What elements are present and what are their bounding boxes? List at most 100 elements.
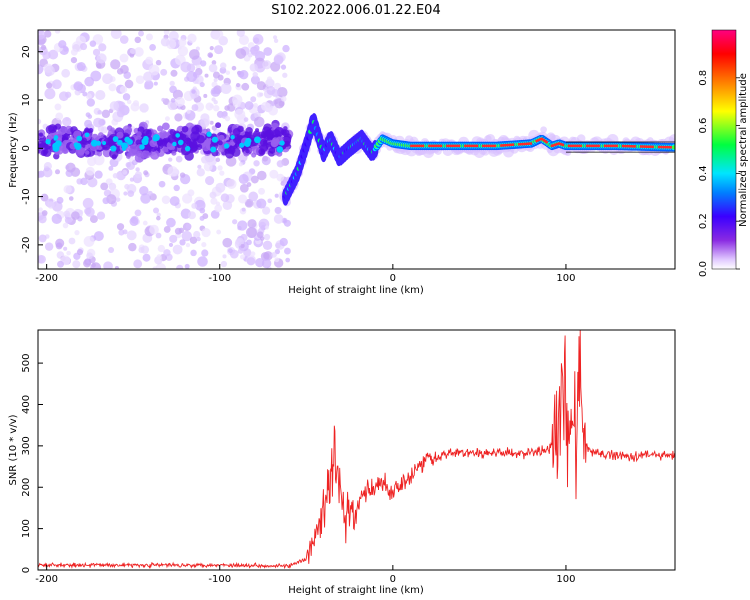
noise-blob bbox=[235, 83, 241, 88]
noise-blob bbox=[86, 98, 96, 107]
noise-blob bbox=[155, 263, 166, 269]
signal-blob bbox=[96, 151, 103, 157]
noise-blob bbox=[125, 162, 131, 168]
signal-blob bbox=[232, 134, 243, 144]
noise-blob bbox=[237, 248, 244, 254]
noise-blob bbox=[282, 44, 290, 53]
noise-blob bbox=[262, 206, 271, 215]
colorbar-gradient bbox=[712, 30, 736, 269]
colorbar-frame bbox=[711, 29, 737, 270]
signal-blob bbox=[258, 148, 265, 155]
noise-blob bbox=[262, 155, 269, 162]
noise-blob bbox=[250, 251, 256, 257]
noise-blob bbox=[80, 177, 88, 186]
noise-blob bbox=[48, 49, 59, 60]
signal-blob bbox=[283, 135, 292, 144]
noise-blob bbox=[90, 70, 102, 82]
colorbar-ticks: 0.0 0.2 0.4 0.6 0.8 bbox=[698, 70, 740, 277]
noise-blob bbox=[84, 76, 95, 87]
noise-blob bbox=[244, 101, 254, 110]
noise-blob bbox=[168, 157, 173, 162]
noise-blob bbox=[262, 60, 272, 70]
noise-blob bbox=[124, 183, 130, 190]
noise-blob bbox=[191, 89, 196, 94]
noise-blob bbox=[163, 249, 171, 257]
noise-blob bbox=[58, 40, 67, 49]
signal-blob bbox=[184, 151, 194, 161]
noise-blob bbox=[119, 53, 129, 63]
noise-blob bbox=[238, 162, 243, 167]
noise-blob bbox=[179, 172, 186, 178]
signal-blob bbox=[43, 149, 49, 154]
noise-blob bbox=[197, 164, 202, 169]
noise-blob bbox=[135, 167, 140, 172]
noise-blob bbox=[263, 233, 271, 241]
signal-hot-blob bbox=[112, 136, 119, 142]
signal-hot-blob bbox=[244, 140, 251, 147]
noise-blob bbox=[209, 46, 214, 51]
noise-blob bbox=[240, 254, 246, 260]
noise-blob bbox=[54, 169, 61, 175]
noise-blob bbox=[94, 170, 103, 179]
noise-blob bbox=[145, 56, 154, 65]
snr-panel: -200 -100 0 100 0 100 200 300 400 500 Height of … bbox=[8, 329, 676, 596]
signal-blob bbox=[88, 127, 94, 133]
noise-blob bbox=[201, 249, 209, 257]
noise-blob bbox=[253, 160, 260, 167]
noise-blob bbox=[274, 82, 281, 90]
noise-blob bbox=[175, 155, 183, 163]
snr-marks bbox=[38, 330, 675, 570]
signal-blob bbox=[271, 129, 281, 139]
signal-blob bbox=[97, 132, 104, 139]
signal-hot-blob bbox=[172, 141, 177, 147]
frequency-trace bbox=[410, 137, 675, 149]
noise-blob bbox=[211, 97, 216, 102]
signal-blob bbox=[38, 132, 44, 137]
noise-blob bbox=[274, 206, 282, 215]
y-tick-label: 200 bbox=[21, 478, 32, 497]
noise-blob bbox=[56, 196, 64, 204]
y-tick-label: -10 bbox=[21, 188, 32, 204]
signal-blob bbox=[252, 130, 261, 138]
noise-blob bbox=[103, 261, 113, 269]
noise-blob bbox=[200, 118, 210, 128]
signal-blob bbox=[48, 124, 57, 133]
noise-blob bbox=[276, 87, 288, 98]
noise-blob bbox=[266, 76, 273, 82]
noise-blob bbox=[239, 183, 249, 193]
colorbar-tick-label: 0.6 bbox=[698, 118, 709, 134]
noise-blob bbox=[187, 33, 197, 44]
ridge-halo bbox=[576, 134, 586, 143]
noise-blob bbox=[237, 70, 245, 78]
noise-blob bbox=[149, 224, 159, 235]
noise-blob bbox=[201, 228, 211, 238]
noise-blob bbox=[54, 30, 61, 34]
signal-blob bbox=[128, 144, 138, 154]
signal-blob bbox=[171, 150, 177, 156]
noise-blob bbox=[142, 253, 151, 262]
noise-blob bbox=[93, 154, 105, 166]
signal-blob bbox=[135, 139, 142, 146]
noise-blob bbox=[264, 225, 270, 230]
y-tick-label: 400 bbox=[21, 395, 32, 414]
noise-blob bbox=[203, 93, 208, 98]
noise-blob bbox=[66, 250, 71, 256]
ridge-core bbox=[670, 145, 675, 150]
noise-blob bbox=[93, 117, 103, 128]
noise-blob bbox=[179, 239, 186, 246]
noise-blob bbox=[152, 207, 160, 214]
signal-hot-blob bbox=[142, 135, 149, 142]
noise-blob bbox=[250, 96, 257, 103]
noise-blob bbox=[271, 252, 277, 258]
noise-blob bbox=[266, 85, 276, 96]
noise-blob bbox=[213, 105, 220, 112]
y-tick-label: -20 bbox=[21, 237, 32, 253]
noise-blob bbox=[283, 247, 291, 255]
signal-hot-blob bbox=[177, 139, 184, 146]
noise-blob bbox=[54, 103, 62, 111]
noise-blob bbox=[205, 175, 215, 186]
noise-blob bbox=[134, 47, 144, 57]
signal-blob bbox=[110, 127, 115, 133]
signal-blob bbox=[157, 125, 164, 132]
